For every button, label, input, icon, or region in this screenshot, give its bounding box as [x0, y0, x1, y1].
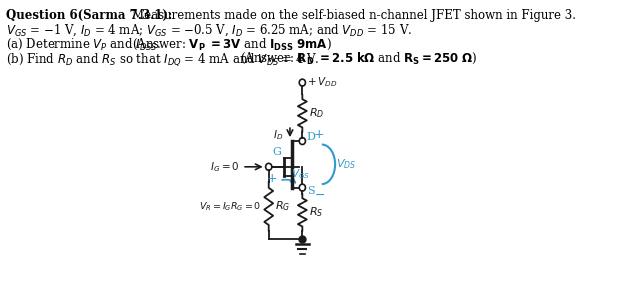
- Text: +: +: [314, 128, 324, 141]
- Text: $V_{GS}$: $V_{GS}$: [291, 167, 310, 181]
- Text: (Answer: $\bf{R_D}$ $\bf{=2.5\ k\Omega}$ and $\bf{R_S{=}250\ \Omega}$): (Answer: $\bf{R_D}$ $\bf{=2.5\ k\Omega}$…: [240, 51, 478, 66]
- Text: $I_D$: $I_D$: [273, 128, 283, 142]
- Text: (a) Determine $V_P$ and $I_{DSS}$.: (a) Determine $V_P$ and $I_{DSS}$.: [6, 37, 161, 52]
- Text: $R_S$: $R_S$: [309, 205, 323, 219]
- Text: $-$: $-$: [314, 188, 325, 201]
- Text: Question 6(Sarma 7.3.1):: Question 6(Sarma 7.3.1):: [6, 9, 172, 22]
- Text: (b) Find $R_D$ and $R_S$ so that $I_{DQ}$ = 4 mA and $V_{DS}$ = 4 V.: (b) Find $R_D$ and $R_S$ so that $I_{DQ}…: [6, 51, 319, 68]
- Text: $V_{DS}$: $V_{DS}$: [336, 157, 357, 171]
- Text: +: +: [267, 172, 278, 185]
- Text: $+\,V_{DD}$: $+\,V_{DD}$: [307, 75, 337, 88]
- Text: Measurements made on the self-biased n-channel JFET shown in Figure 3.: Measurements made on the self-biased n-c…: [133, 9, 576, 22]
- FancyArrowPatch shape: [282, 178, 295, 183]
- Text: S: S: [307, 185, 314, 196]
- Text: $V_{GS}$ = $-$1 V, $I_D$ = 4 mA; $V_{GS}$ = $-$0.5 V, $I_D$ = 6.25 mA; and $V_{D: $V_{GS}$ = $-$1 V, $I_D$ = 4 mA; $V_{GS}…: [6, 22, 412, 38]
- Text: $R_D$: $R_D$: [309, 106, 324, 120]
- Text: (Answer: $\bf{V_P}$ $\bf{=3V}$ and $\bf{I_{DSS}}$ $\bf{9mA}$): (Answer: $\bf{V_P}$ $\bf{=3V}$ and $\bf{…: [133, 37, 333, 52]
- Text: $I_G = 0$: $I_G = 0$: [210, 160, 240, 174]
- Text: G: G: [272, 147, 281, 157]
- Text: $R_G$: $R_G$: [275, 200, 290, 213]
- Text: $V_R = I_G R_G = 0$: $V_R = I_G R_G = 0$: [199, 200, 262, 213]
- Text: D: D: [307, 132, 316, 142]
